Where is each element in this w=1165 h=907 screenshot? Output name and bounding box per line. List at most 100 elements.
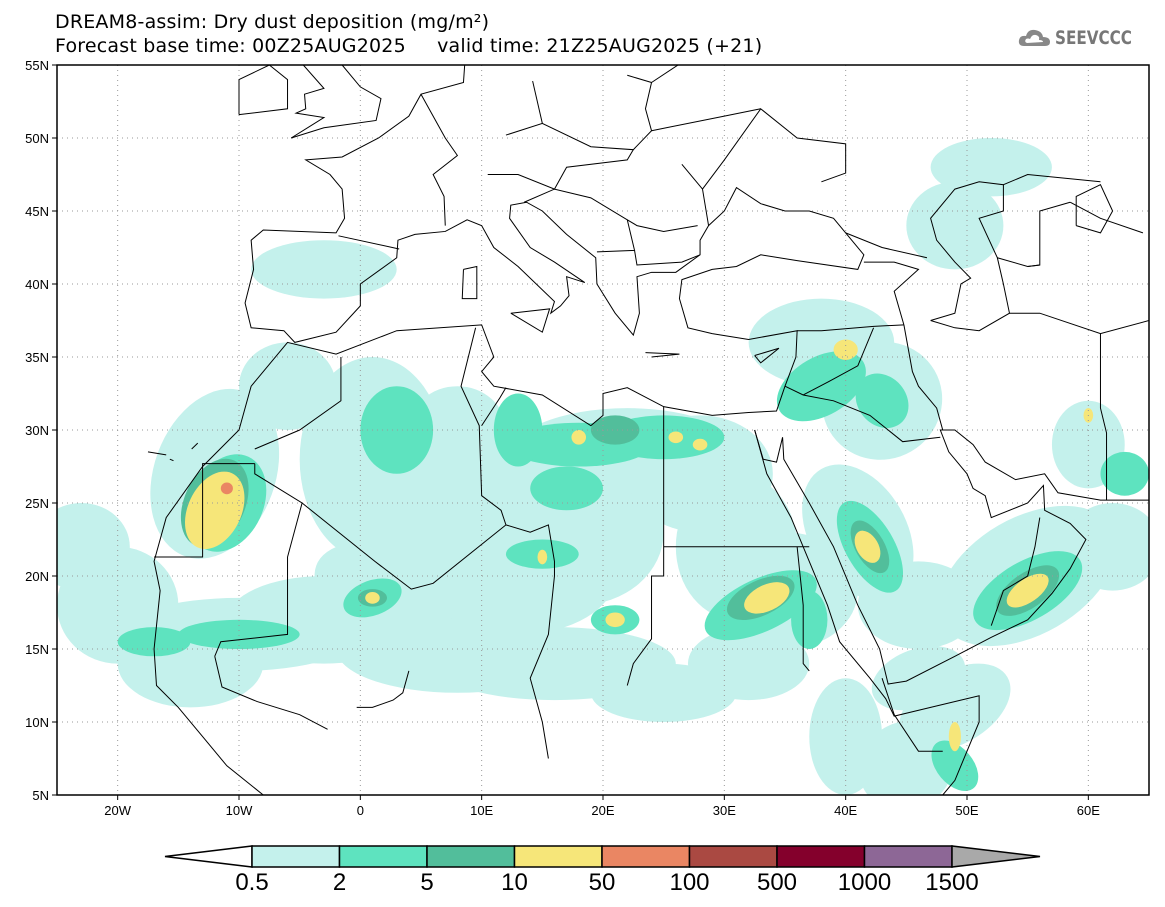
lon-label: 60E bbox=[1077, 803, 1100, 818]
colorbar bbox=[164, 845, 1041, 868]
coastline bbox=[863, 261, 920, 326]
coastline bbox=[154, 463, 255, 558]
dust-area bbox=[692, 438, 708, 451]
coastline bbox=[651, 65, 679, 83]
coastline bbox=[529, 575, 555, 759]
coastline bbox=[802, 327, 875, 396]
coastline bbox=[505, 74, 653, 151]
colorbar-swatch bbox=[688, 845, 778, 868]
coastline bbox=[460, 327, 507, 526]
colorbar-label: 500 bbox=[756, 869, 798, 896]
coastline bbox=[1069, 201, 1144, 234]
forecast-time-subtitle: Forecast base time: 00Z25AUG2025 valid t… bbox=[55, 35, 763, 57]
coastline bbox=[754, 429, 1149, 685]
dust-area bbox=[360, 386, 434, 474]
colorbar-label: 1500 bbox=[925, 869, 979, 896]
dust-area bbox=[1100, 451, 1149, 496]
colorbar-label: 50 bbox=[588, 869, 616, 896]
coastline bbox=[626, 406, 665, 686]
coastline bbox=[356, 670, 410, 708]
coastline bbox=[930, 181, 1011, 332]
colorbar-label: 0.5 bbox=[235, 869, 269, 896]
coastline bbox=[487, 149, 634, 190]
lat-label: 35N bbox=[25, 350, 49, 365]
coastline bbox=[1099, 333, 1108, 501]
coastline bbox=[1075, 184, 1114, 234]
dust-area bbox=[906, 181, 1004, 270]
seevccc-logo: SEEVCCC bbox=[1018, 26, 1151, 50]
dust-area bbox=[1006, 573, 1049, 608]
coastline bbox=[254, 357, 342, 450]
coastline bbox=[754, 429, 980, 795]
colorbar-swatch bbox=[601, 845, 691, 868]
coastline bbox=[169, 458, 174, 462]
coastline bbox=[651, 108, 761, 132]
lat-label: 20N bbox=[25, 569, 49, 584]
logo-text: SEEVCCC bbox=[1054, 27, 1132, 49]
lat-label: 30N bbox=[25, 423, 49, 438]
dust-area bbox=[744, 582, 790, 614]
coastline bbox=[1003, 173, 1101, 186]
colorbar-swatch bbox=[776, 845, 866, 868]
coastline bbox=[481, 387, 507, 426]
dust-area bbox=[530, 466, 603, 511]
colorbar-label: 10 bbox=[501, 869, 528, 896]
lon-label: 10W bbox=[226, 803, 253, 818]
dust-area bbox=[776, 351, 866, 422]
coastline bbox=[214, 463, 303, 657]
coastline bbox=[797, 324, 904, 332]
dust-area bbox=[251, 240, 397, 299]
coastline bbox=[191, 442, 199, 450]
dust-area bbox=[833, 339, 858, 360]
dust-area bbox=[668, 431, 684, 444]
coastline bbox=[702, 108, 847, 190]
coastline bbox=[1027, 201, 1071, 267]
coastline bbox=[881, 678, 943, 752]
coastline bbox=[532, 80, 543, 124]
colorbar-swatch bbox=[513, 845, 603, 868]
dust-area bbox=[590, 415, 640, 445]
coastlines-and-borders bbox=[147, 65, 1149, 795]
coastline bbox=[523, 188, 636, 253]
coastline bbox=[645, 352, 680, 358]
coastline bbox=[634, 250, 701, 266]
cloud-icon bbox=[1018, 29, 1050, 46]
dust-area bbox=[791, 590, 828, 649]
lon-label: 20W bbox=[104, 803, 131, 818]
coastline bbox=[290, 65, 326, 139]
coastline bbox=[796, 546, 810, 672]
dust-area bbox=[930, 138, 1052, 197]
coastline bbox=[147, 451, 167, 456]
colorbar-high-arrow bbox=[951, 845, 1041, 868]
lon-label: 20E bbox=[591, 803, 614, 818]
coastline bbox=[214, 656, 328, 730]
dust-area bbox=[948, 722, 961, 752]
colorbar-label: 1000 bbox=[837, 869, 892, 896]
colorbar-label: 100 bbox=[669, 869, 710, 896]
axis-labels: 55N 50N 45N 40N 35N 30N 25N 20N 15N 10N 5N 20W 10W 0 1… bbox=[25, 58, 1100, 818]
coastline bbox=[510, 308, 551, 333]
colorbar-swatch bbox=[426, 845, 516, 868]
coastline bbox=[338, 235, 400, 250]
coastline bbox=[990, 517, 1041, 626]
colorbar-swatch bbox=[338, 845, 428, 868]
lat-label: 55N bbox=[25, 58, 49, 73]
lat-label: 15N bbox=[25, 642, 49, 657]
coastline bbox=[903, 324, 944, 431]
lat-label: 25N bbox=[25, 496, 49, 511]
dust-area bbox=[493, 393, 543, 467]
coastline bbox=[291, 65, 382, 139]
dust-area bbox=[178, 619, 300, 650]
lon-label: 10E bbox=[470, 803, 493, 818]
dust-area bbox=[365, 592, 380, 604]
coastline bbox=[461, 265, 478, 300]
lon-label: 0 bbox=[357, 803, 364, 818]
lat-label: 50N bbox=[25, 131, 49, 146]
coastline bbox=[845, 232, 928, 259]
coastline bbox=[754, 347, 780, 364]
lat-label: 5N bbox=[32, 788, 49, 803]
colorbar-label: 2 bbox=[332, 869, 347, 896]
lon-label: 40E bbox=[834, 803, 857, 818]
colorbar-low-arrow bbox=[164, 845, 253, 868]
